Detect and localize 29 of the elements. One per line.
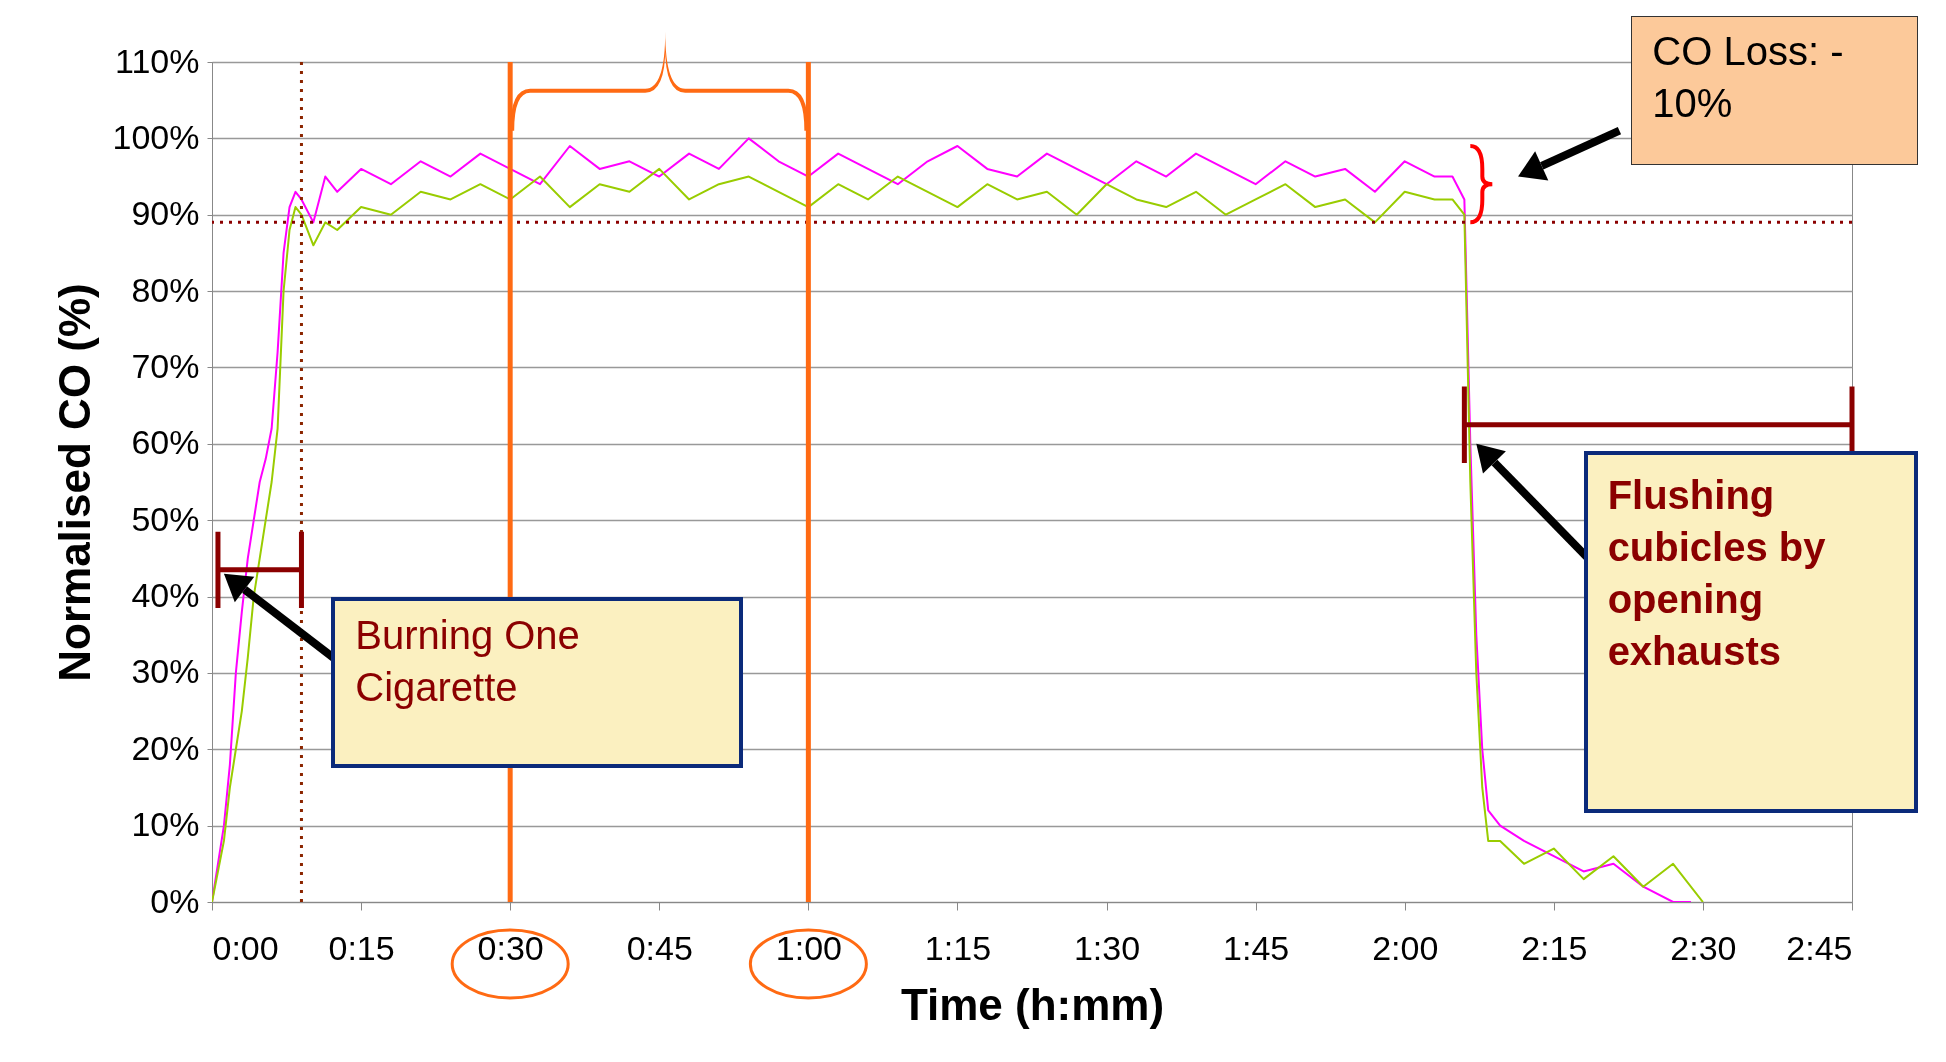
x-tick-label: 2:00 xyxy=(1372,928,1439,967)
y-tick-label: 0% xyxy=(150,881,200,920)
x-tick-label: 2:45 xyxy=(1786,928,1853,967)
y-tick-label: 80% xyxy=(131,270,200,309)
callout-box: Burning One Cigarette xyxy=(331,596,743,768)
x-tick-label: 1:15 xyxy=(924,928,992,967)
y-tick-label: 50% xyxy=(131,499,200,538)
y-tick-label: 30% xyxy=(131,652,200,691)
x-tick-label: 1:45 xyxy=(1223,928,1290,967)
y-tick-label: 60% xyxy=(131,423,200,462)
y-tick-label: 90% xyxy=(131,194,200,233)
y-tick-label: 100% xyxy=(112,117,200,156)
x-tick-label: 1:30 xyxy=(1073,928,1141,967)
y-tick-label: 70% xyxy=(131,346,200,385)
y-tick-label: 40% xyxy=(131,576,200,615)
x-tick-label: 0:45 xyxy=(626,928,693,967)
x-tick-label: 0:15 xyxy=(328,928,395,967)
x-tick-label: 2:30 xyxy=(1670,928,1737,967)
y-tick-label: 10% xyxy=(131,805,200,844)
callout-box: Flushing cubicles by opening exhausts xyxy=(1583,451,1918,813)
y-axis-title: Normalised CO (%) xyxy=(49,283,99,682)
x-axis-title: Time (h:mm) xyxy=(900,979,1165,1029)
x-tick-label: 2:15 xyxy=(1521,928,1588,967)
x-tick-label: 1:00 xyxy=(775,928,842,967)
callout-box: CO Loss: - 10% xyxy=(1631,16,1918,166)
x-tick-label: 0:30 xyxy=(477,928,544,967)
x-tick-label: 0:00 xyxy=(212,928,279,967)
y-tick-label: 110% xyxy=(115,41,200,80)
y-tick-label: 20% xyxy=(131,728,200,767)
